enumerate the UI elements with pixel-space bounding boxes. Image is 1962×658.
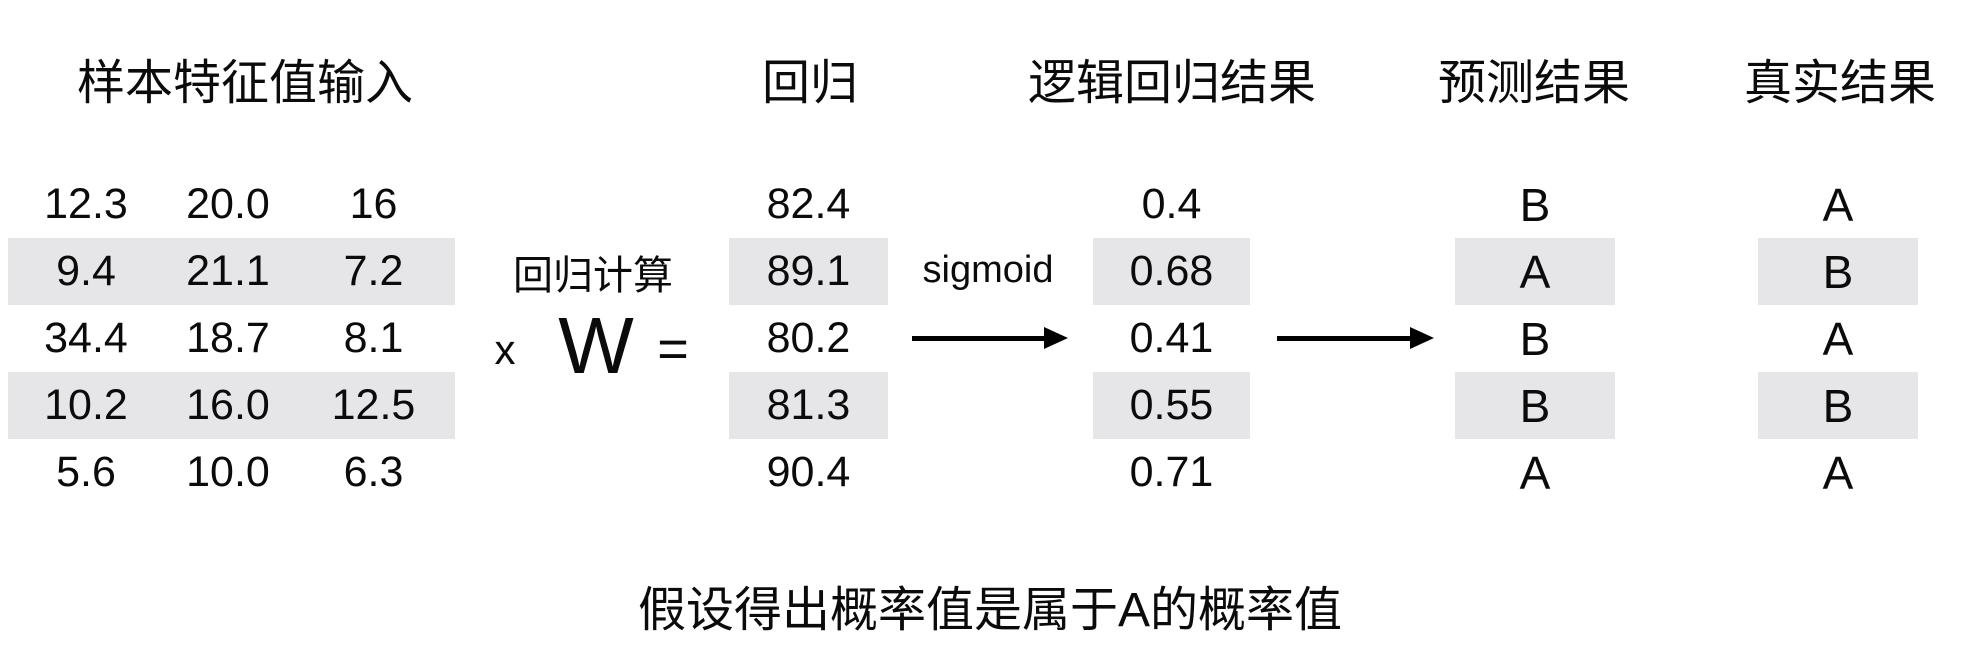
feature-value: 34.4 [44, 314, 128, 362]
arrow-shaft [1277, 335, 1410, 341]
weight-matrix-symbol: W [558, 301, 634, 390]
table-row: A [1455, 238, 1615, 305]
header-regression: 回归 [761, 57, 859, 110]
table-row: A [1455, 439, 1615, 506]
prediction-value: B [1519, 312, 1551, 365]
regression-value: 89.1 [766, 247, 851, 295]
table-row: 90.4 [729, 439, 888, 506]
table-row: 0.55 [1093, 372, 1250, 439]
header-sample-features: 样本特征值输入 [76, 57, 414, 110]
regression-value: 81.3 [766, 381, 851, 429]
truth-value: A [1822, 312, 1854, 365]
table-row: 12.3 20.0 16 [8, 171, 455, 238]
table-row: 0.41 [1093, 305, 1250, 372]
input-feature-table: 12.3 20.0 16 9.4 21.1 7.2 34.4 18.7 8.1 … [8, 171, 455, 506]
assumption-caption: 假设得出概率值是属于A的概率值 [637, 584, 1343, 637]
header-prediction-result: 预测结果 [1437, 57, 1631, 110]
logistic-value: 0.68 [1129, 247, 1214, 295]
feature-value: 9.4 [56, 247, 116, 295]
header-logistic-result: 逻辑回归结果 [1027, 57, 1317, 110]
arrow-head [1044, 327, 1068, 349]
table-row: 34.4 18.7 8.1 [8, 305, 455, 372]
arrow-right-icon [912, 327, 1068, 349]
truth-value: A [1822, 178, 1854, 231]
feature-value: 10.2 [44, 381, 128, 429]
table-row: A [1758, 439, 1918, 506]
table-row: 9.4 21.1 7.2 [8, 238, 455, 305]
table-row: 89.1 [729, 238, 888, 305]
prediction-column: B A B B A [1455, 171, 1615, 506]
truth-value: B [1822, 379, 1854, 432]
equals-operator: = [657, 319, 689, 379]
regression-value: 80.2 [766, 314, 851, 362]
feature-value: 20.0 [186, 180, 270, 228]
logistic-result-column: 0.4 0.68 0.41 0.55 0.71 [1093, 171, 1250, 506]
truth-value: A [1822, 446, 1854, 499]
table-row: B [1455, 305, 1615, 372]
table-row: B [1455, 372, 1615, 439]
table-row: 10.2 16.0 12.5 [8, 372, 455, 439]
logistic-value: 0.55 [1129, 381, 1214, 429]
table-row: 0.71 [1093, 439, 1250, 506]
logistic-value: 0.41 [1129, 314, 1214, 362]
feature-value: 21.1 [186, 247, 270, 295]
feature-value: 16.0 [186, 381, 270, 429]
feature-value: 6.3 [343, 448, 404, 496]
header-true-result: 真实结果 [1743, 57, 1937, 110]
logistic-value: 0.4 [1141, 180, 1202, 228]
true-result-column: A B A B A [1758, 171, 1918, 506]
table-row: 0.4 [1093, 171, 1250, 238]
regression-value: 90.4 [766, 448, 851, 496]
feature-value: 8.1 [343, 314, 404, 362]
table-row: 5.6 10.0 6.3 [8, 439, 455, 506]
feature-value: 5.6 [56, 448, 116, 496]
table-row: A [1758, 171, 1918, 238]
table-row: 80.2 [729, 305, 888, 372]
feature-value: 12.3 [44, 180, 128, 228]
table-row: B [1758, 238, 1918, 305]
feature-value: 16 [349, 180, 398, 228]
prediction-value: A [1519, 446, 1551, 499]
regression-column: 82.4 89.1 80.2 81.3 90.4 [729, 171, 888, 506]
prediction-value: B [1519, 178, 1551, 231]
regression-value: 82.4 [766, 180, 851, 228]
table-row: 81.3 [729, 372, 888, 439]
arrow-head [1410, 327, 1434, 349]
feature-value: 18.7 [186, 314, 270, 362]
table-row: 82.4 [729, 171, 888, 238]
regression-calc-label: 回归计算 [513, 254, 673, 298]
truth-value: B [1822, 245, 1854, 298]
multiply-operator: x [494, 326, 516, 373]
arrow-right-icon [1277, 327, 1434, 349]
feature-value: 10.0 [186, 448, 270, 496]
arrow-shaft [912, 335, 1044, 341]
feature-value: 7.2 [343, 247, 404, 295]
feature-value: 12.5 [331, 381, 416, 429]
table-row: B [1758, 372, 1918, 439]
table-row: 0.68 [1093, 238, 1250, 305]
prediction-value: B [1519, 379, 1551, 432]
table-row: A [1758, 305, 1918, 372]
prediction-value: A [1519, 245, 1551, 298]
sigmoid-label: sigmoid [922, 249, 1054, 291]
table-row: B [1455, 171, 1615, 238]
logistic-value: 0.71 [1129, 448, 1214, 496]
